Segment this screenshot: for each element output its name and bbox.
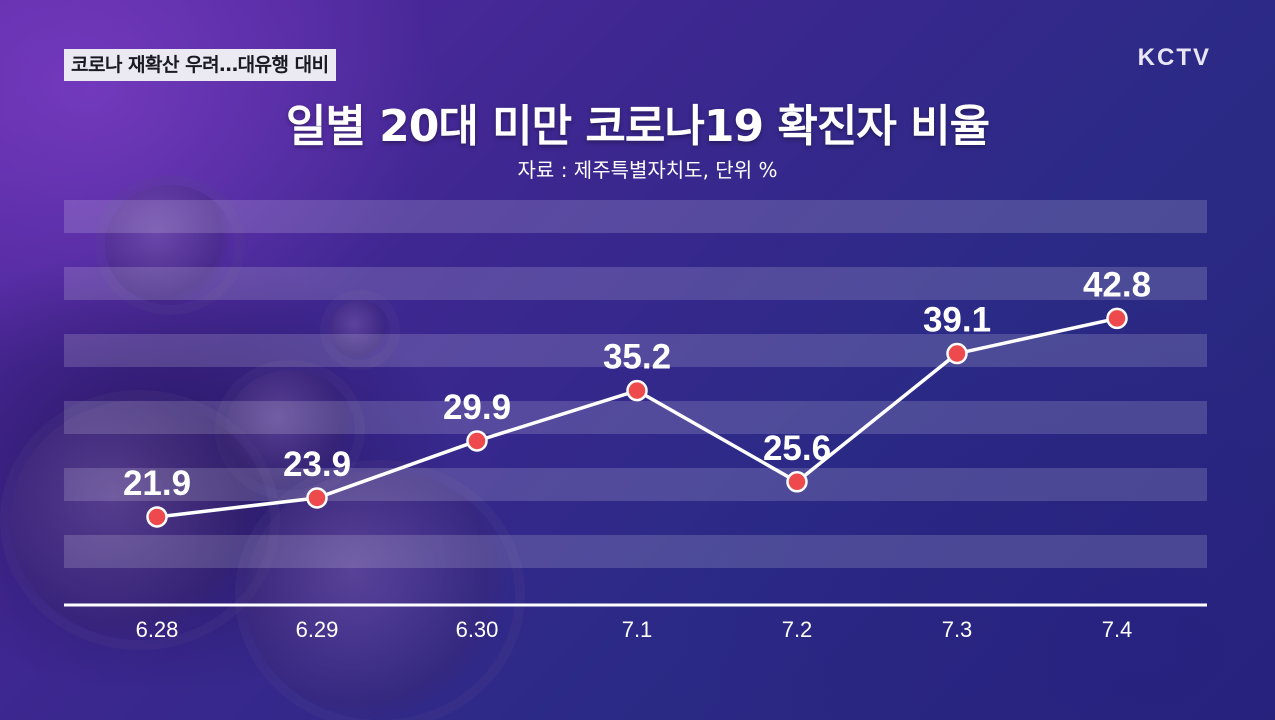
grid-band — [64, 401, 1207, 434]
data-label: 29.9 — [443, 388, 511, 427]
x-tick-label: 7.2 — [782, 617, 813, 642]
data-point — [786, 471, 808, 493]
virus-decoration — [10, 400, 270, 640]
data-label: 21.9 — [123, 464, 191, 503]
grid-band — [64, 200, 1207, 233]
grid-band — [64, 535, 1207, 568]
data-label: 39.1 — [923, 301, 991, 340]
x-tick-label: 6.28 — [136, 617, 179, 642]
channel-logo: KCTV — [1137, 44, 1211, 71]
data-label: 25.6 — [763, 429, 831, 468]
x-tick-label: 7.3 — [942, 617, 973, 642]
virus-decoration — [105, 185, 235, 305]
x-tick-label: 6.29 — [296, 617, 339, 642]
data-point — [1106, 307, 1128, 330]
data-point — [626, 379, 648, 402]
data-point — [306, 487, 328, 509]
grid-band — [64, 267, 1207, 300]
x-tick-label: 7.4 — [1102, 617, 1133, 642]
virus-decoration — [245, 470, 515, 720]
data-point — [946, 342, 968, 365]
data-point — [466, 430, 488, 452]
x-tick-label: 7.1 — [622, 617, 653, 642]
grid-band — [64, 468, 1207, 501]
chart-subtitle: 자료 : 제주특별자치도, 단위 % — [517, 158, 778, 182]
data-label: 23.9 — [283, 445, 351, 484]
virus-decoration — [330, 300, 390, 360]
chart-title: 일별 20대 미만 코로나19 확진자 비율 — [285, 101, 990, 152]
news-headline: 코로나 재확산 우려…대유행 대비 — [64, 49, 336, 81]
data-label: 35.2 — [603, 338, 671, 377]
data-point — [146, 506, 168, 528]
x-tick-label: 6.30 — [456, 617, 499, 642]
data-label: 42.8 — [1083, 265, 1151, 304]
